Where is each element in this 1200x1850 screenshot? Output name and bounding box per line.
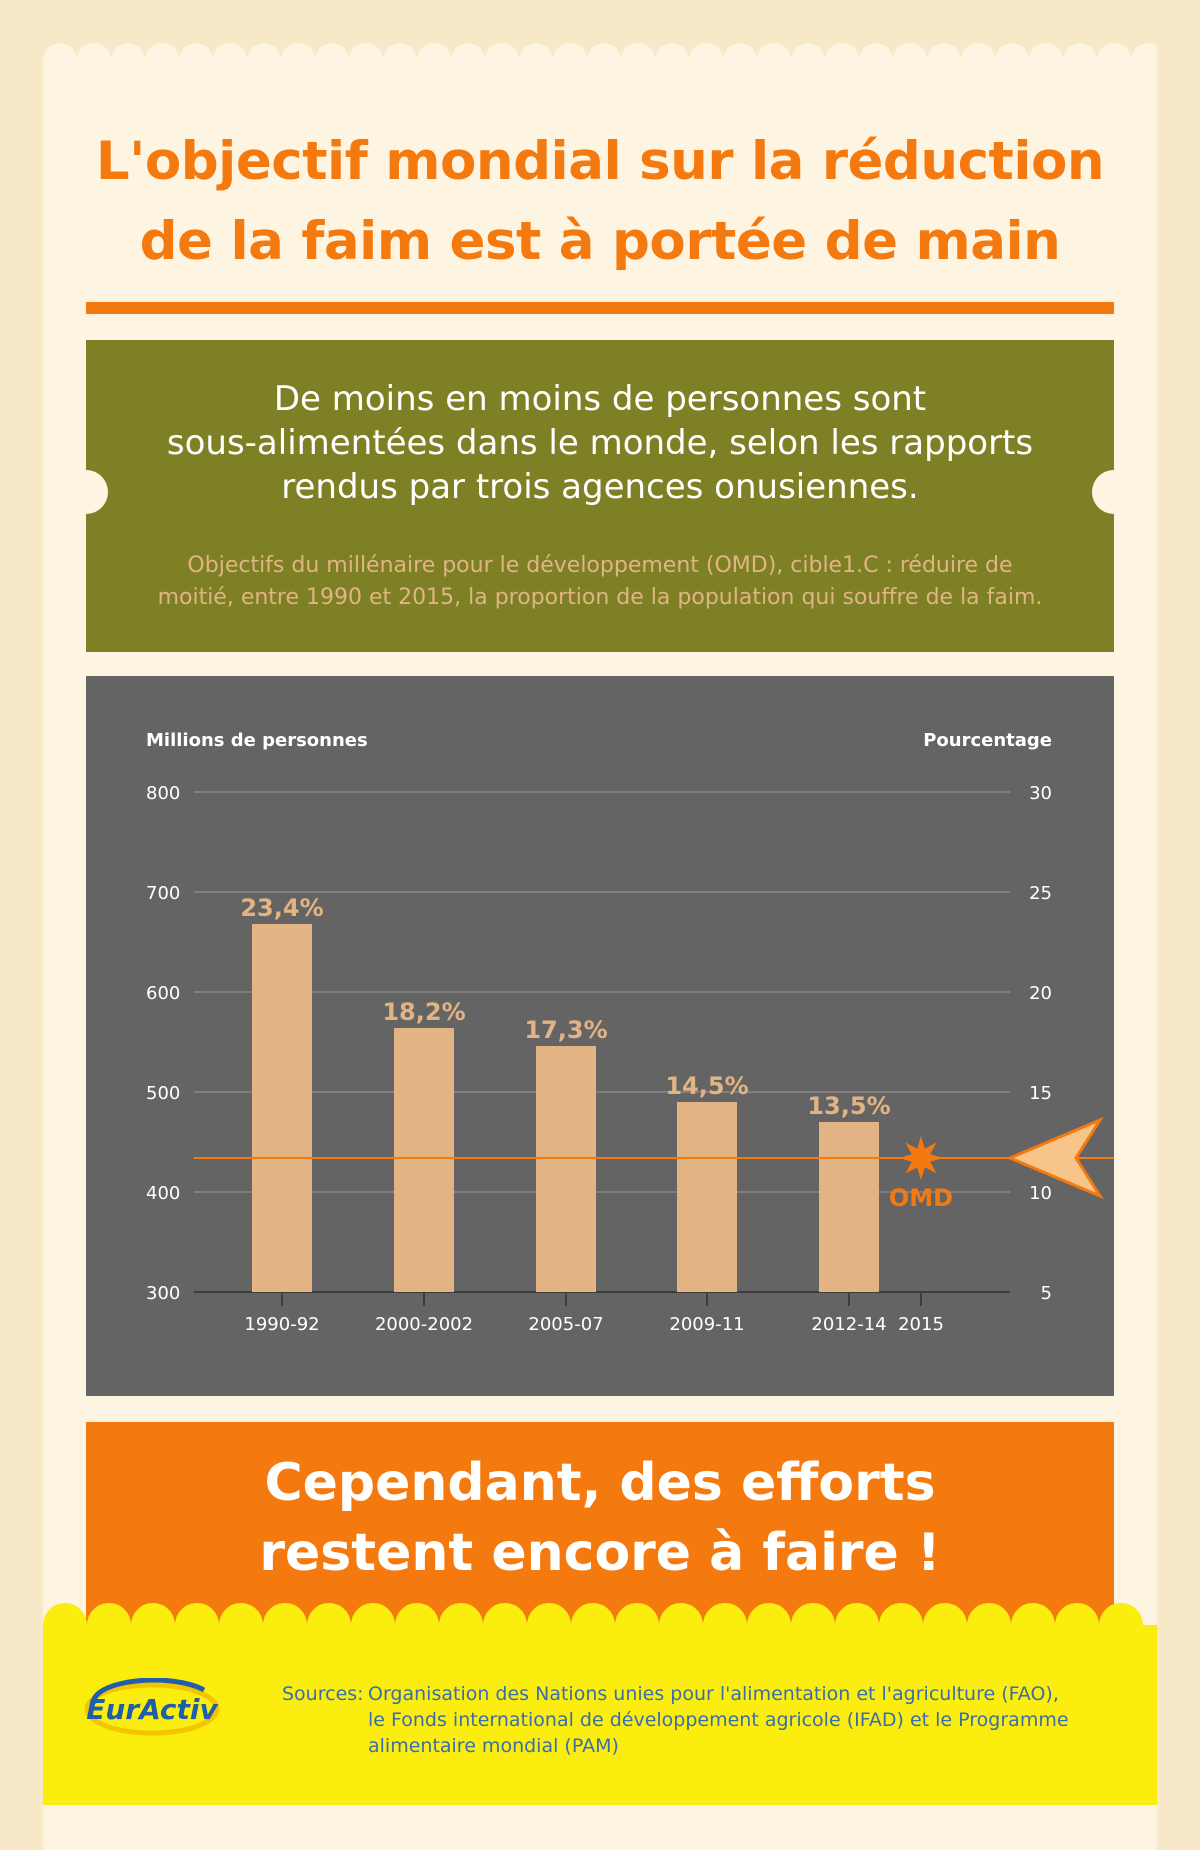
footer-scallop [43, 1603, 87, 1647]
y-tick-label: 800 [146, 783, 180, 804]
y2-tick-label: 20 [1029, 983, 1052, 1004]
lead-line-3: rendus par trois agences onusiennes. [281, 467, 919, 507]
bar-percent-label: 18,2% [382, 998, 465, 1026]
footer-scallop [879, 1603, 923, 1647]
footer-scallop [219, 1603, 263, 1647]
sources-line-2: le Fonds international de développement … [368, 1709, 1069, 1731]
bar-percent-label: 17,3% [524, 1016, 607, 1044]
y2-tick-label: 10 [1029, 1183, 1052, 1204]
efforts-line-1: Cependant, des efforts [264, 1453, 936, 1513]
efforts-banner: Cependant, des efforts restent encore à … [86, 1448, 1114, 1588]
x-tick-label: 2012-14 [811, 1314, 886, 1335]
y-tick-label: 400 [146, 1183, 180, 1204]
page-title: L'objectif mondial sur la réduction de l… [86, 122, 1114, 282]
y2-axis-label: Pourcentage [923, 730, 1052, 751]
efforts-line-2: restent encore à faire ! [259, 1523, 941, 1583]
objective-line-1: Objectifs du millénaire pour le développ… [187, 553, 1013, 578]
y-axis-label: Millions de personnes [146, 730, 368, 751]
footer-scallop [527, 1603, 571, 1647]
y2-tick-label: 15 [1029, 1083, 1052, 1104]
x-tick-label: 2005-07 [528, 1314, 603, 1335]
lead-line-2: sous-alimentées dans le monde, selon les… [166, 423, 1034, 463]
footer-scallop [87, 1603, 131, 1647]
x-tick-label: 2009-11 [669, 1314, 744, 1335]
title-line-2: de la faim est à portée de main [139, 211, 1061, 272]
footer-scallop [835, 1603, 879, 1647]
euractiv-logo-mark: EurActiv [84, 1677, 220, 1736]
footer-scallop [175, 1603, 219, 1647]
footer-scallop [615, 1603, 659, 1647]
euractiv-logo[interactable]: EurActiv [84, 1677, 224, 1742]
footer-scallop [483, 1603, 527, 1647]
footer-scallop [747, 1603, 791, 1647]
objective-text: Objectifs du millénaire pour le développ… [120, 550, 1080, 614]
y-tick-label: 600 [146, 983, 180, 1004]
bar-percent-label: 23,4% [240, 894, 323, 922]
omd-label: OMD [889, 1184, 953, 1212]
omd-star-icon [899, 1136, 943, 1180]
y-tick-label: 700 [146, 883, 180, 904]
footer-scallop [1011, 1603, 1055, 1647]
bar-percent-label: 14,5% [665, 1072, 748, 1100]
sources-line-1: Organisation des Nations unies pour l'al… [368, 1683, 1059, 1705]
sources-block: Sources: Organisation des Nations unies p… [282, 1681, 1142, 1759]
title-divider [86, 302, 1114, 314]
y2-tick-label: 25 [1029, 883, 1052, 904]
bar-percent-label: 13,5% [807, 1092, 890, 1120]
footer-scallop [791, 1603, 835, 1647]
logo-text: EurActiv [86, 1693, 218, 1726]
y2-tick-label: 5 [1041, 1283, 1052, 1304]
x-tick-label-2015: 2015 [898, 1314, 944, 1335]
lead-line-1: De moins en moins de personnes sont [273, 379, 927, 419]
x-tick-label: 2000-2002 [375, 1314, 473, 1335]
footer-scallop [659, 1603, 703, 1647]
y-tick-label: 500 [146, 1083, 180, 1104]
hunger-chart: Millions de personnes Pourcentage 23,4% 1… [86, 676, 1114, 1396]
x-tick-label: 1990-92 [244, 1314, 319, 1335]
footer-scallop [923, 1603, 967, 1647]
title-line-1: L'objectif mondial sur la réduction [95, 131, 1105, 192]
footer-scallop [571, 1603, 615, 1647]
bar [819, 1122, 879, 1292]
bar [394, 1028, 454, 1292]
footer-scallop [131, 1603, 175, 1647]
footer-scallop [351, 1603, 395, 1647]
sources-line-3: alimentaire mondial (PAM) [368, 1735, 619, 1757]
lead-text: De moins en moins de personnes sont sous… [120, 377, 1080, 509]
footer-scallop [967, 1603, 1011, 1647]
footer-scallop [263, 1603, 307, 1647]
objective-line-2: moitié, entre 1990 et 2015, la proportio… [157, 585, 1043, 610]
bar [536, 1046, 596, 1292]
omd-arrow-icon [1006, 1116, 1104, 1200]
bar [252, 924, 312, 1292]
footer-scallop [307, 1603, 351, 1647]
footer-scallop [439, 1603, 483, 1647]
footer-scallop [395, 1603, 439, 1647]
footer-scallop [703, 1603, 747, 1647]
y2-tick-label: 30 [1029, 783, 1052, 804]
y-tick-label: 300 [146, 1283, 180, 1304]
sources-label: Sources: [282, 1683, 364, 1705]
bar [677, 1102, 737, 1292]
footer-scallop [1099, 1603, 1143, 1647]
footer-scallop [1055, 1603, 1099, 1647]
